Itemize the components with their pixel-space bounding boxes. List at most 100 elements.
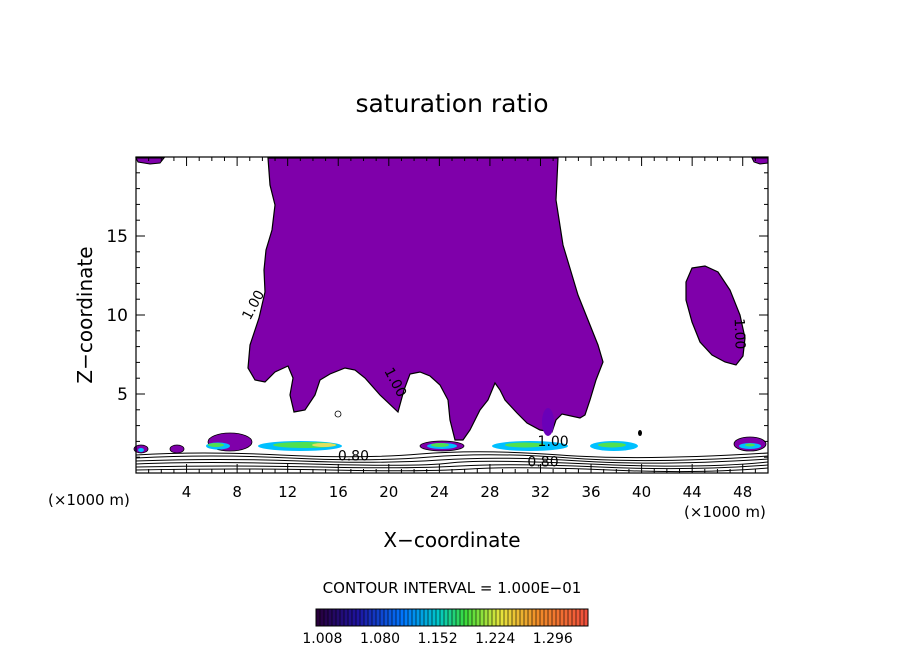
colorbar-swatch bbox=[436, 609, 440, 626]
colorbar-swatch bbox=[464, 609, 468, 626]
colorbar-swatch bbox=[484, 609, 488, 626]
contour-label: 0.80 bbox=[527, 455, 558, 471]
colorbar-swatch bbox=[564, 609, 568, 626]
colorbar-swatch bbox=[400, 609, 404, 626]
y-axis-ticks: 5 10 15 bbox=[106, 156, 768, 474]
surface-contour-lines bbox=[135, 451, 769, 473]
colorbar-swatch bbox=[452, 609, 456, 626]
colorbar-swatch bbox=[356, 609, 360, 626]
x-axis-unit-left: (×1000 m) bbox=[48, 491, 130, 509]
x-tick-label: 36 bbox=[581, 483, 600, 501]
colorbar-swatch bbox=[320, 609, 324, 626]
colorbar-swatch bbox=[376, 609, 380, 626]
colorbar-swatch bbox=[332, 609, 336, 626]
colorbar-swatch bbox=[576, 609, 580, 626]
x-tick-label: 16 bbox=[329, 483, 348, 501]
colorbar-swatch bbox=[328, 609, 332, 626]
colorbar-swatch bbox=[504, 609, 508, 626]
colorbar-swatch bbox=[372, 609, 376, 626]
colorbar-swatch bbox=[340, 609, 344, 626]
x-tick-label: 44 bbox=[683, 483, 702, 501]
colorbar-swatch bbox=[544, 609, 548, 626]
colorbar-swatch bbox=[496, 609, 500, 626]
colorbar-swatch bbox=[456, 609, 460, 626]
supersaturated-region-right bbox=[685, 265, 746, 366]
colorbar-swatch bbox=[488, 609, 492, 626]
colorbar-swatch bbox=[360, 609, 364, 626]
colorbar-swatch bbox=[352, 609, 356, 626]
colorbar-swatch bbox=[392, 609, 396, 626]
cloud-base-cells bbox=[133, 408, 767, 454]
y-tick-label: 10 bbox=[106, 306, 128, 326]
colorbar-swatch bbox=[348, 609, 352, 626]
colorbar-swatch bbox=[560, 609, 564, 626]
x-tick-label: 48 bbox=[733, 483, 752, 501]
colorbar-swatch bbox=[468, 609, 472, 626]
x-axis-label: X−coordinate bbox=[383, 528, 520, 552]
colorbar-swatch bbox=[344, 609, 348, 626]
colorbar-swatch bbox=[420, 609, 424, 626]
colorbar-swatch bbox=[476, 609, 480, 626]
colorbar-swatch bbox=[556, 609, 560, 626]
colorbar-swatch bbox=[416, 609, 420, 626]
contour-label: 1.00 bbox=[731, 318, 748, 350]
colorbar-swatch bbox=[524, 609, 528, 626]
colorbar-label: 1.080 bbox=[360, 631, 400, 647]
chart-title: saturation ratio bbox=[355, 89, 548, 118]
colorbar-swatch bbox=[364, 609, 368, 626]
colorbar-swatch bbox=[500, 609, 504, 626]
colorbar-swatch bbox=[584, 609, 588, 626]
colorbar-swatch bbox=[480, 609, 484, 626]
supersaturated-region-corner-left bbox=[135, 157, 166, 165]
colorbar-swatch bbox=[492, 609, 496, 626]
colorbar-swatch bbox=[324, 609, 328, 626]
contour-label: 1.00 bbox=[538, 434, 569, 450]
colorbar-swatch bbox=[316, 609, 320, 626]
colorbar bbox=[315, 608, 589, 627]
colorbar-swatch bbox=[552, 609, 556, 626]
y-tick-label: 15 bbox=[106, 227, 128, 247]
colorbar-label: 1.224 bbox=[475, 631, 515, 647]
contour-label: 0.80 bbox=[338, 448, 369, 464]
x-tick-label: 4 bbox=[182, 483, 192, 501]
supersaturated-region-main bbox=[247, 157, 604, 441]
colorbar-swatch bbox=[572, 609, 576, 626]
colorbar-swatch bbox=[520, 609, 524, 626]
x-tick-label: 32 bbox=[531, 483, 550, 501]
colorbar-swatch bbox=[428, 609, 432, 626]
colorbar-swatch bbox=[568, 609, 572, 626]
x-axis-ticks: 4 8 12 16 20 24 28 32 36 40 44 48 bbox=[135, 157, 769, 501]
colorbar-swatch bbox=[508, 609, 512, 626]
colorbar-swatch bbox=[444, 609, 448, 626]
x-tick-label: 12 bbox=[278, 483, 297, 501]
colorbar-swatch bbox=[384, 609, 388, 626]
x-tick-label: 40 bbox=[632, 483, 651, 501]
x-axis-unit-right: (×1000 m) bbox=[684, 503, 766, 521]
x-tick-label: 8 bbox=[232, 483, 242, 501]
colorbar-label: 1.152 bbox=[418, 631, 458, 647]
colorbar-swatch bbox=[528, 609, 532, 626]
colorbar-swatch bbox=[580, 609, 584, 626]
colorbar-label: 1.296 bbox=[533, 631, 573, 647]
colorbar-swatch bbox=[540, 609, 544, 626]
colorbar-swatch bbox=[548, 609, 552, 626]
y-tick-label: 5 bbox=[117, 385, 128, 405]
colorbar-swatch bbox=[448, 609, 452, 626]
x-tick-label: 20 bbox=[379, 483, 398, 501]
colorbar-swatch bbox=[424, 609, 428, 626]
colorbar-swatch bbox=[472, 609, 476, 626]
colorbar-swatch bbox=[380, 609, 384, 626]
x-tick-label: 24 bbox=[430, 483, 449, 501]
colorbar-swatch bbox=[432, 609, 436, 626]
colorbar-swatch bbox=[536, 609, 540, 626]
colorbar-swatch bbox=[412, 609, 416, 626]
colorbar-swatch bbox=[396, 609, 400, 626]
colorbar-labels: 1.008 1.080 1.152 1.224 1.296 bbox=[302, 631, 573, 647]
colorbar-swatch bbox=[388, 609, 392, 626]
colorbar-swatch bbox=[532, 609, 536, 626]
colorbar-swatch bbox=[404, 609, 408, 626]
colorbar-swatch bbox=[336, 609, 340, 626]
colorbar-swatch bbox=[440, 609, 444, 626]
colorbar-swatch bbox=[512, 609, 516, 626]
